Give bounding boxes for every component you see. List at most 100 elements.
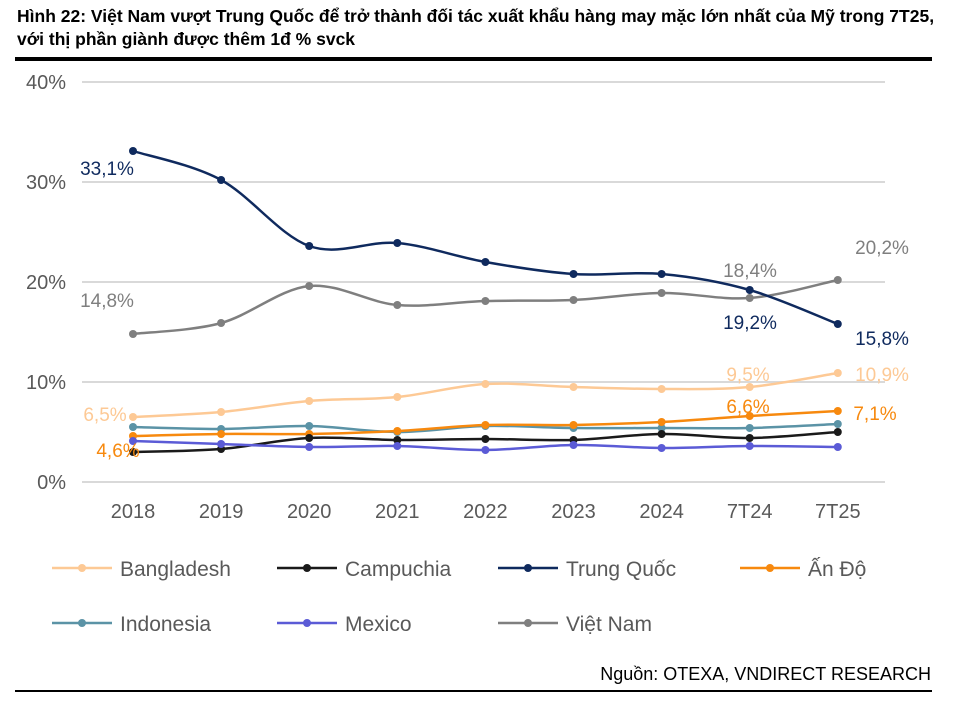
data-point-viet-nam [745,294,754,302]
data-point-trung-quoc [217,176,226,184]
y-tick-label: 0% [37,472,66,494]
data-point-bangladesh [833,369,842,377]
data-label: 6,5% [83,405,126,426]
y-tick-label: 40% [26,72,66,94]
footer-divider [15,690,932,692]
legend-label: Bangladesh [120,558,231,581]
legend-label: Indonesia [120,613,211,636]
data-point-trung-quoc [481,258,490,266]
data-point-bangladesh [305,397,314,405]
data-label: 19,2% [723,313,777,334]
data-point-mexico [481,446,490,454]
data-point-viet-nam [217,319,226,327]
data-point-trung-quoc [569,270,578,278]
data-point-viet-nam [657,289,666,297]
data-point-bangladesh [569,383,578,391]
data-point-viet-nam [129,330,137,338]
y-tick-label: 10% [26,372,66,394]
data-point-mexico [833,443,842,451]
data-point-mexico [569,441,578,449]
data-point-bangladesh [481,380,490,388]
data-point-campuchia [129,448,137,456]
data-label: 33,1% [80,159,134,180]
x-tick-label: 2021 [375,501,420,523]
source-note: Nguồn: OTEXA, VNDIRECT RESEARCH [600,664,931,684]
data-point-viet-nam [569,296,578,304]
data-point-an-do [657,418,666,426]
data-point-campuchia [833,428,842,436]
legend-label: Mexico [345,613,412,636]
data-point-an-do [393,427,402,435]
x-tick-label: 7T24 [727,501,773,523]
x-tick-label: 2022 [463,501,508,523]
data-label: 6,6% [726,397,769,418]
data-point-indonesia [305,422,314,430]
x-tick-label: 2020 [287,501,332,523]
data-point-bangladesh [393,393,402,401]
legend-marker [766,564,774,572]
data-point-campuchia [481,435,490,443]
data-point-indonesia [129,423,137,431]
line-chart: 0% 10% 20% 30% 40% 2018 2019 2020 2021 2022 2023 20… [26,72,909,636]
data-point-indonesia [657,424,666,432]
x-tick-label: 2024 [639,501,684,523]
x-tick-label: 2019 [199,501,244,523]
data-label: 7,1% [853,404,896,425]
data-label: 9,5% [726,365,769,386]
data-point-indonesia [745,424,754,432]
data-point-trung-quoc [129,147,137,155]
legend-label: Campuchia [345,558,452,581]
data-label: 10,9% [855,365,909,386]
legend-marker [78,619,86,627]
data-point-mexico [393,442,402,450]
legend-marker [524,564,532,572]
legend-label: Ấn Độ [808,558,866,581]
legend-marker [524,619,532,627]
data-point-trung-quoc [745,286,754,294]
legend-marker [303,564,311,572]
data-point-indonesia [833,420,842,428]
data-point-viet-nam [833,276,842,284]
data-point-campuchia [393,436,402,444]
data-label: 18,4% [723,261,777,282]
data-label: 15,8% [855,329,909,350]
legend-label: Trung Quốc [566,558,676,581]
data-point-bangladesh [217,408,226,416]
data-point-mexico [305,443,314,451]
data-label: 20,2% [855,238,909,259]
y-tick-label: 20% [26,272,66,294]
x-tick-label: 2018 [111,501,156,523]
data-point-an-do [217,430,226,438]
data-point-trung-quoc [393,239,402,247]
data-point-mexico [217,440,226,448]
data-point-bangladesh [745,383,754,391]
data-point-mexico [129,437,137,445]
data-point-viet-nam [305,282,314,290]
data-point-campuchia [305,434,314,442]
legend-label: Việt Nam [566,613,652,636]
data-label: 4,6% [96,441,139,462]
legend-marker [78,564,86,572]
x-tick-label: 2023 [551,501,596,523]
data-label: 14,8% [80,291,134,312]
data-point-an-do [481,421,490,429]
figure-title: Hình 22: Việt Nam vượt Trung Quốc để trở… [17,6,935,49]
legend-marker [303,619,311,627]
x-tick-label: 7T25 [815,501,861,523]
data-point-bangladesh [129,413,137,421]
data-point-an-do [569,421,578,429]
data-point-mexico [745,442,754,450]
y-tick-label: 30% [26,172,66,194]
data-point-trung-quoc [833,320,842,328]
data-point-viet-nam [481,297,490,305]
title-divider [15,57,932,61]
data-point-campuchia [657,430,666,438]
data-point-an-do [745,412,754,420]
data-point-mexico [657,444,666,452]
data-point-trung-quoc [657,270,666,278]
data-point-trung-quoc [305,242,314,250]
data-point-campuchia [745,434,754,442]
data-point-an-do [833,407,842,415]
data-point-viet-nam [393,301,402,309]
data-point-bangladesh [657,385,666,393]
